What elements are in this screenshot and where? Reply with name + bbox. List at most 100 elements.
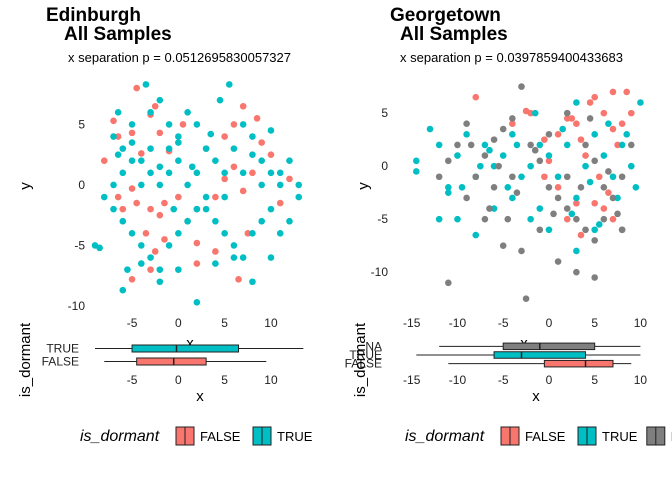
data-point-true	[230, 242, 238, 249]
data-point-true	[165, 242, 173, 249]
data-point-true	[412, 168, 420, 175]
boxplot-x-tick-label: -5	[498, 373, 509, 387]
x-tick-label: 5	[591, 316, 598, 330]
data-point-true	[276, 169, 284, 177]
data-point-true	[458, 184, 466, 191]
data-point-true	[165, 169, 173, 177]
data-point-na	[550, 210, 557, 218]
data-point-na	[577, 184, 585, 191]
data-point-true	[110, 181, 117, 189]
data-point-true	[618, 141, 626, 149]
data-point-false	[133, 84, 140, 92]
boxplot-x-axis-label: x	[196, 388, 204, 405]
data-point-true	[637, 99, 644, 106]
data-point-true	[582, 162, 589, 170]
data-point-true	[276, 230, 284, 237]
data-point-true	[573, 194, 580, 202]
y-tick-label: -5	[74, 238, 85, 252]
data-point-false	[573, 199, 580, 207]
data-point-na	[513, 189, 521, 196]
x-tick-label: -5	[498, 316, 509, 330]
data-point-true	[477, 162, 484, 170]
data-point-true	[202, 205, 210, 213]
data-point-true	[632, 184, 640, 191]
data-point-false	[212, 193, 219, 201]
data-point-na	[527, 141, 534, 149]
data-point-true	[225, 81, 233, 88]
data-point-true	[193, 169, 201, 177]
y-axis-label: y	[17, 182, 34, 190]
data-point-na	[445, 279, 452, 287]
boxplot-box-true	[493, 351, 587, 359]
data-point-na	[586, 115, 594, 122]
y-tick-label: -10	[371, 265, 389, 279]
data-point-true	[156, 181, 164, 189]
y-tick-label: -10	[68, 299, 86, 313]
data-point-false	[600, 109, 608, 117]
boxplot-x-tick-label: -5	[127, 373, 138, 387]
data-point-false	[114, 193, 122, 201]
legend-item-label: FALSE	[525, 429, 566, 444]
data-point-true	[110, 133, 117, 140]
data-point-false	[138, 150, 145, 157]
data-point-true	[258, 217, 265, 225]
data-point-false	[110, 117, 117, 125]
data-point-true	[138, 242, 145, 249]
data-point-true	[426, 125, 434, 133]
data-point-false	[618, 120, 626, 128]
data-point-true	[230, 145, 238, 152]
data-point-true	[481, 141, 489, 149]
data-point-true	[184, 217, 191, 225]
data-point-na	[573, 268, 580, 276]
boxplot-x-tick-label: 5	[221, 373, 228, 387]
data-point-false	[472, 93, 480, 101]
data-point-na	[472, 173, 480, 181]
data-point-true	[249, 151, 256, 158]
y-tick-label: -5	[377, 212, 388, 226]
data-point-true	[463, 131, 470, 138]
data-point-true	[202, 145, 210, 152]
data-point-na	[591, 157, 598, 165]
data-point-false	[133, 199, 140, 207]
data-point-true	[563, 141, 571, 149]
boxplot-x-tick-label: 10	[264, 373, 278, 387]
data-point-true	[239, 169, 247, 177]
data-point-false	[600, 205, 608, 212]
data-point-false	[193, 239, 201, 247]
data-point-false	[591, 199, 598, 207]
data-point-true	[267, 205, 275, 213]
data-point-false	[595, 173, 603, 181]
data-point-na	[600, 184, 608, 191]
data-point-true	[573, 99, 580, 106]
y-tick-label: 0	[381, 159, 388, 173]
data-point-true	[258, 181, 265, 189]
data-point-true	[156, 96, 164, 104]
data-point-true	[295, 193, 303, 201]
data-point-false	[151, 248, 159, 255]
data-point-false	[586, 99, 594, 106]
data-point-na	[499, 242, 507, 249]
boxplot-x-axis-label: x	[532, 388, 540, 405]
data-point-true	[239, 121, 247, 128]
data-point-true	[184, 181, 191, 189]
panel-georgetown: Georgetown All Samples x separation p = …	[345, 5, 672, 446]
data-point-false	[161, 236, 168, 243]
data-point-true	[573, 247, 580, 255]
data-point-true	[472, 231, 480, 239]
data-point-na	[554, 194, 562, 202]
data-point-true	[454, 152, 461, 159]
data-point-na	[509, 173, 516, 181]
chart-subtitle: All Samples	[64, 24, 172, 45]
data-point-na	[618, 173, 626, 181]
data-point-true	[623, 131, 631, 138]
data-point-false	[230, 121, 238, 128]
data-point-true	[156, 163, 164, 171]
data-point-true	[527, 162, 534, 170]
data-point-true	[531, 109, 539, 117]
data-point-false	[609, 215, 617, 223]
data-point-true	[221, 193, 228, 201]
boxplot-category-label: FALSE	[42, 355, 79, 369]
data-point-true	[249, 278, 256, 286]
data-point-true	[454, 215, 461, 223]
boxplot-box-true	[131, 344, 240, 353]
